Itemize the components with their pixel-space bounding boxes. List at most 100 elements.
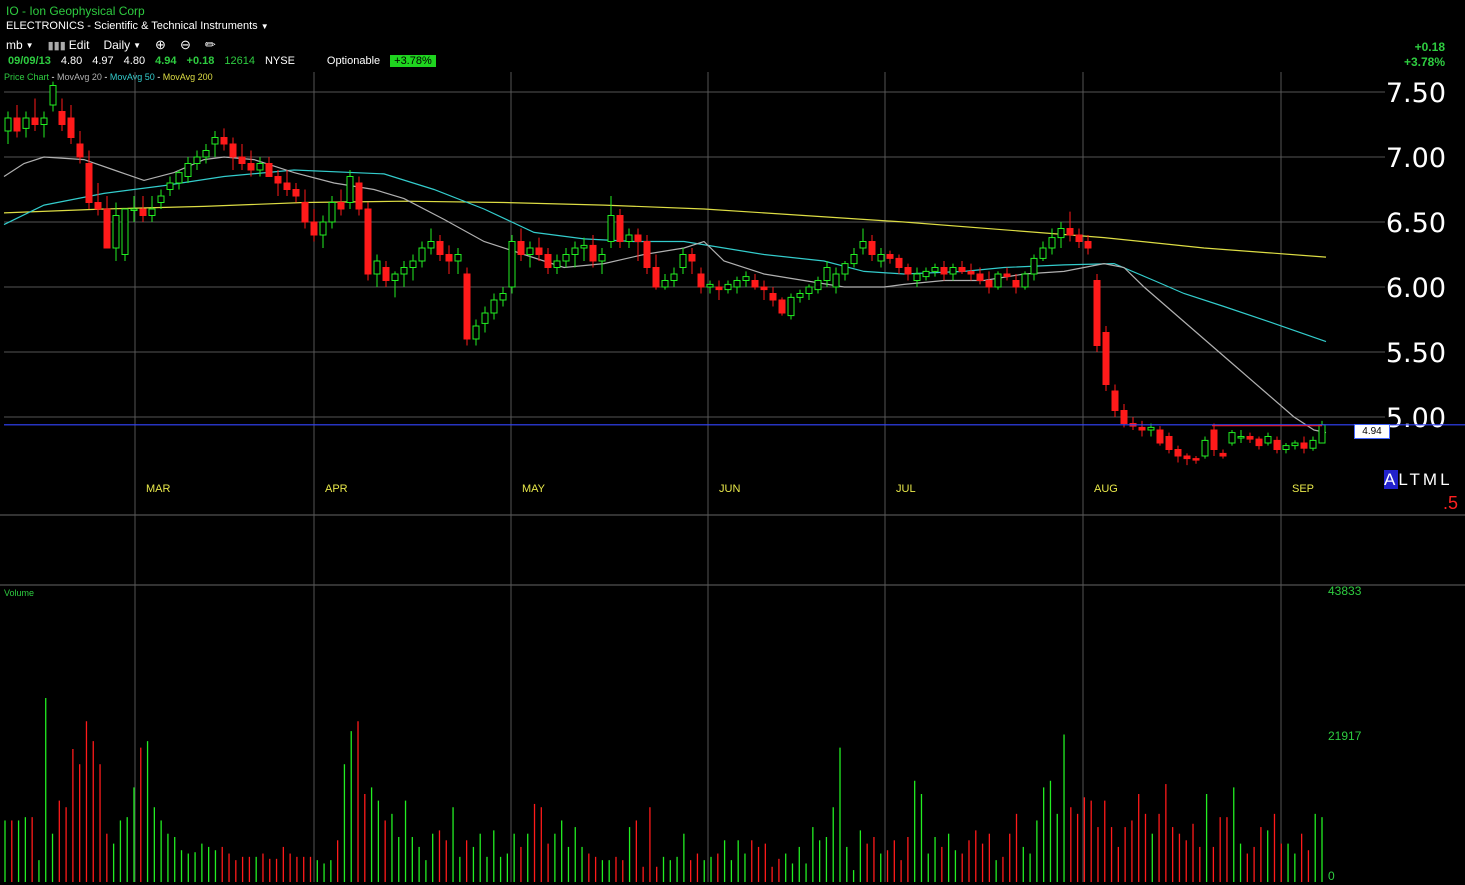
- candle-body: [76, 143, 84, 158]
- candle-body: [949, 267, 957, 275]
- price-tick-label: 5.50: [1386, 338, 1446, 369]
- candle-body: [607, 215, 615, 242]
- candle-body: [760, 286, 768, 291]
- candle-body: [157, 195, 165, 203]
- candle-body: [553, 260, 561, 268]
- candle-body: [1282, 445, 1290, 451]
- candle-body: [868, 241, 876, 255]
- edit-button[interactable]: ▮▮▮ Edit: [48, 38, 90, 52]
- candle-body: [1057, 228, 1065, 239]
- candle-body: [904, 267, 912, 275]
- month-label: AUG: [1094, 483, 1118, 495]
- candle-body: [400, 267, 408, 275]
- period-select[interactable]: Daily ▼: [103, 38, 141, 52]
- candle-body: [112, 215, 120, 249]
- candle-body: [1021, 273, 1029, 288]
- right-change-pct: +3.78%: [1403, 55, 1445, 69]
- candle-body: [1093, 280, 1101, 346]
- edit-label: Edit: [68, 38, 90, 52]
- candle-body: [652, 267, 660, 288]
- chart-legend: Price Chart - MovAvg 20 - MovAvg 50 - Mo…: [4, 72, 213, 82]
- candle-body: [913, 273, 921, 281]
- candle-body: [139, 208, 147, 216]
- candle-body: [850, 254, 858, 265]
- legend-ma200: MovAvg 200: [162, 72, 213, 82]
- candle-body: [589, 244, 597, 262]
- candle-body: [1012, 280, 1020, 288]
- candle-body: [130, 208, 138, 211]
- candle-body: [922, 270, 930, 278]
- ma200-line: [3, 200, 1327, 258]
- candle-body: [994, 273, 1002, 288]
- candle-body: [1102, 332, 1110, 385]
- ma50-line: [3, 169, 1327, 343]
- zoom-in-icon[interactable]: ⊕: [155, 37, 166, 52]
- candle-body: [1273, 439, 1281, 450]
- candle-body: [1111, 390, 1119, 411]
- candle-body: [427, 241, 435, 249]
- candle-body: [310, 221, 318, 236]
- mode-a[interactable]: A: [1384, 470, 1399, 489]
- month-label: SEP: [1292, 483, 1314, 495]
- candle-body: [931, 267, 939, 272]
- candle-body: [1174, 449, 1182, 457]
- candle-body: [337, 202, 345, 210]
- candle-body: [103, 208, 111, 249]
- candle-body: [382, 267, 390, 281]
- toolbar: mb ▼ ▮▮▮ Edit Daily ▼ ⊕ ⊖ ✏: [6, 37, 216, 53]
- candle-body: [1228, 432, 1236, 444]
- candle-body: [499, 293, 507, 301]
- candle-body: [985, 280, 993, 288]
- candle-body: [40, 117, 48, 125]
- bars-icon: ▮▮▮: [47, 39, 66, 52]
- candle-body: [580, 244, 588, 249]
- quote-exchange: NYSE: [264, 55, 295, 67]
- candle-body: [697, 273, 705, 288]
- candle-body: [1156, 429, 1164, 444]
- sector-dropdown[interactable]: ELECTRONICS - Scientific & Technical Ins…: [6, 20, 269, 32]
- quote-open: 4.80: [60, 55, 83, 67]
- candle-body: [517, 241, 525, 255]
- candle-body: [814, 280, 822, 291]
- volume-label: Volume: [4, 588, 35, 598]
- candle-body: [1066, 228, 1074, 236]
- candle-body: [751, 280, 759, 288]
- candle-body: [256, 163, 264, 171]
- candle-body: [31, 117, 39, 125]
- draw-pen-icon[interactable]: ✏: [204, 37, 216, 52]
- list-select[interactable]: mb ▼: [6, 38, 34, 52]
- zoom-out-icon[interactable]: ⊖: [179, 37, 191, 52]
- month-label: MAY: [522, 483, 546, 495]
- optionable-label: Optionable: [326, 55, 381, 67]
- candle-body: [4, 117, 12, 132]
- candle-body: [967, 270, 975, 275]
- month-label: MAR: [146, 483, 171, 495]
- candle-body: [481, 312, 489, 324]
- legend-price: Price Chart: [4, 72, 50, 82]
- candle-body: [940, 267, 948, 275]
- candle-body: [328, 202, 336, 223]
- candle-body: [895, 257, 903, 268]
- candle-body: [841, 263, 849, 275]
- candle-body: [193, 156, 201, 164]
- mode-rest[interactable]: LTML: [1398, 470, 1453, 489]
- volume-tick-label: 21917: [1328, 729, 1362, 743]
- candle-body: [1003, 273, 1011, 278]
- candle-body: [67, 117, 75, 138]
- candle-body: [616, 215, 624, 242]
- legend-ma50: MovAvg 50: [109, 72, 155, 82]
- candle-body: [1192, 458, 1200, 461]
- price-tick-label: 6.50: [1386, 208, 1446, 239]
- chart-mode-selector[interactable]: ALTML: [1384, 470, 1453, 490]
- candle-body: [832, 273, 840, 288]
- candle-body: [22, 117, 30, 129]
- candle-body: [769, 293, 777, 301]
- candle-body: [247, 163, 255, 171]
- candle-body: [787, 296, 795, 317]
- candle-body: [301, 202, 309, 223]
- candle-body: [1201, 439, 1209, 457]
- candle-body: [1084, 241, 1092, 249]
- candle-body: [796, 293, 804, 298]
- candle-body: [1291, 442, 1299, 447]
